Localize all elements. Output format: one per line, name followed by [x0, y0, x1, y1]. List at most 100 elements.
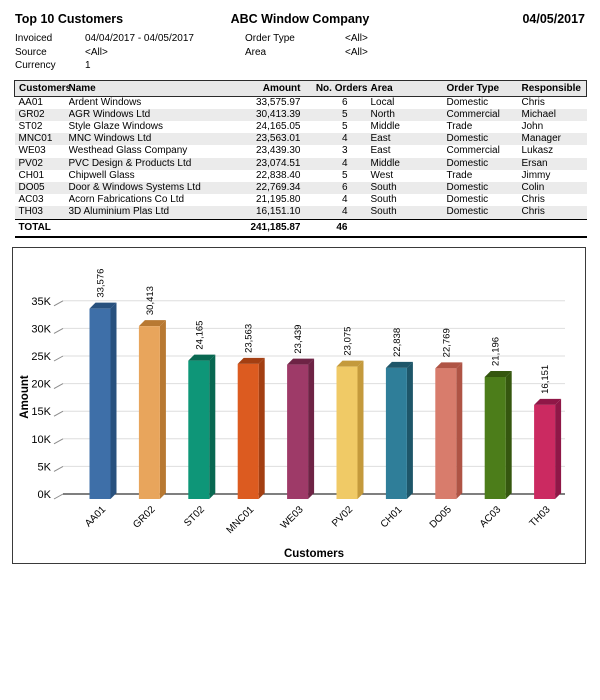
- y-tick-label: 5K: [38, 461, 52, 473]
- table-cell: 4: [341, 157, 348, 169]
- x-tick-label: MNC01: [225, 504, 257, 536]
- x-tick-label: WE03: [279, 504, 306, 531]
- bar-side: [308, 358, 315, 500]
- table-cell: Manager: [521, 133, 561, 145]
- table-cell: Middle: [370, 120, 400, 132]
- col-header-customers: Customers: [14, 79, 69, 97]
- table-cell: 23,439.30: [256, 145, 301, 157]
- table-row: GR02 AGR Windows Ltd 30,413.39 5 North Commer…: [14, 108, 587, 121]
- bar-value-label: 21,196: [491, 337, 502, 366]
- y-tick-mark: [53, 438, 64, 445]
- table-cell: Commercial: [446, 145, 500, 157]
- table-cell: 4: [341, 206, 348, 218]
- bar-top: [287, 358, 315, 365]
- bar-value-label: 22,769: [441, 328, 452, 357]
- table-cell: 4: [341, 133, 348, 145]
- table-row: AA01 Ardent Windows 33,575.97 6 Local Domesti…: [15, 96, 587, 109]
- bar-top: [484, 371, 512, 378]
- report-header: Top 10 Customers ABC Window Company 04/0…: [0, 0, 600, 26]
- x-tick-label: GR02: [131, 504, 158, 531]
- table-cell: GR02: [18, 108, 45, 120]
- bar: [534, 404, 556, 500]
- bar-value-label: 30,413: [145, 286, 156, 315]
- bar: [188, 360, 210, 500]
- bar-top: [237, 357, 265, 364]
- table-cell: AGR Windows Ltd: [68, 108, 151, 120]
- bar-top: [385, 361, 413, 368]
- table-cell: 6: [341, 96, 348, 108]
- table-cell: Middle: [370, 157, 400, 169]
- y-tick-mark: [53, 355, 64, 362]
- y-tick-mark: [53, 300, 64, 307]
- table-cell: 3D Aluminium Plas Ltd: [68, 206, 170, 218]
- x-tick-label: AA01: [83, 504, 108, 529]
- total-label: TOTAL: [14, 218, 235, 239]
- bar-side: [555, 398, 562, 500]
- filter-area-label: Area: [245, 46, 267, 58]
- filter-order-type-value: <All>: [345, 33, 368, 44]
- table-cell: AC03: [18, 194, 44, 206]
- table-cell: Domestic: [446, 157, 489, 169]
- table-row: TH03 3D Aluminium Plas Ltd 16,151.10 4 South…: [14, 206, 587, 220]
- y-axis-title: Amount: [19, 375, 31, 419]
- table-cell: 22,769.34: [256, 181, 301, 193]
- table-cell: South: [370, 206, 397, 218]
- table-cell: Domestic: [446, 96, 489, 108]
- y-tick-label: 20K: [31, 379, 51, 391]
- table-cell: 16,151.10: [256, 206, 301, 218]
- y-tick-mark: [53, 383, 64, 390]
- table-row: DO05 Door & Windows Systems Ltd 22,769.34 6…: [14, 181, 587, 195]
- y-tick-mark: [53, 493, 64, 500]
- table-cell: Westhead Glass Company: [68, 145, 188, 157]
- table-cell: PV02: [18, 157, 43, 169]
- table-cell: 5: [341, 108, 348, 120]
- table-cell: South: [370, 181, 397, 193]
- table-cell: Domestic: [446, 133, 489, 145]
- y-tick-mark: [53, 465, 64, 472]
- table-row: ST02 Style Glaze Windows 24,165.05 5 Middle T…: [15, 121, 587, 133]
- bar: [89, 308, 111, 500]
- bar-chart-frame: 0K 5K 10K 15K 20K 25K 30K 35K 33,576 AA01 30,413 GR…: [12, 247, 586, 565]
- filter-currency-value: 1: [85, 60, 91, 71]
- col-header-order-type: Order Type: [443, 79, 519, 97]
- table-cell: 4: [341, 194, 348, 206]
- col-header-area: Area: [367, 79, 444, 97]
- bar-top: [188, 354, 216, 361]
- col-header-orders: No. Orders: [300, 79, 368, 97]
- table-cell: MNC Windows Ltd: [68, 133, 152, 145]
- x-axis-title: Customers: [284, 548, 344, 560]
- table-cell: East: [370, 145, 391, 157]
- table-cell: Colin: [521, 181, 545, 193]
- y-tick-label: 30K: [31, 323, 51, 335]
- bar-side: [258, 357, 265, 500]
- bar-value-label: 16,151: [540, 365, 551, 394]
- bar: [336, 366, 358, 500]
- bar-side: [357, 360, 364, 500]
- col-header-amount: Amount: [234, 79, 301, 97]
- total-amount: 241,185.87: [234, 218, 301, 239]
- table-cell: Domestic: [446, 206, 489, 218]
- y-tick-label: 25K: [31, 351, 51, 363]
- bar-value-label: 23,439: [293, 325, 304, 354]
- bar-side: [406, 361, 413, 500]
- table-total-row: TOTAL 241,185.87 46: [14, 218, 587, 239]
- table-cell: Chris: [521, 96, 545, 108]
- bar: [138, 326, 160, 500]
- company-name: ABC Window Company: [230, 12, 370, 26]
- table-cell: DO05: [18, 181, 45, 193]
- table-cell: 30,413.39: [256, 108, 301, 120]
- filter-invoiced-value: 04/04/2017 - 04/05/2017: [85, 33, 194, 44]
- table-row: PV02 PVC Design & Products Ltd 23,074.51 4 M…: [14, 157, 587, 170]
- bar-top: [89, 302, 117, 309]
- table-cell: John: [521, 120, 544, 132]
- col-header-name: Name: [68, 79, 235, 97]
- table-cell: Ersan: [521, 157, 548, 169]
- table-cell: AA01: [18, 96, 43, 108]
- bar: [287, 364, 309, 500]
- table-cell: Michael: [521, 108, 556, 120]
- table-cell: Domestic: [446, 194, 489, 206]
- bar-top: [435, 362, 463, 369]
- table-cell: 6: [341, 181, 348, 193]
- table-cell: ST02: [18, 120, 43, 132]
- report-date: 04/05/2017: [522, 12, 586, 26]
